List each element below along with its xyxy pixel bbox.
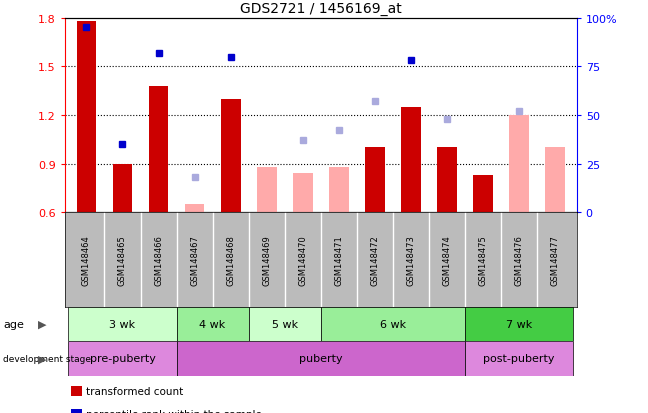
Bar	[545, 148, 565, 213]
Bar	[148, 87, 168, 213]
Bar	[509, 116, 529, 213]
Text: post-puberty: post-puberty	[483, 353, 555, 363]
Text: GSM148468: GSM148468	[226, 235, 235, 285]
Bar	[69, 341, 176, 376]
Bar	[69, 308, 176, 341]
Bar	[113, 164, 132, 213]
Bar	[321, 308, 465, 341]
Text: GSM148475: GSM148475	[478, 235, 487, 285]
Bar	[249, 308, 321, 341]
Text: 7 wk: 7 wk	[506, 319, 532, 329]
Bar	[465, 308, 573, 341]
Text: GSM148469: GSM148469	[262, 235, 271, 285]
Text: 5 wk: 5 wk	[272, 319, 298, 329]
Text: GSM148477: GSM148477	[551, 235, 560, 285]
Text: GSM148476: GSM148476	[515, 235, 524, 285]
Text: percentile rank within the sample: percentile rank within the sample	[86, 409, 261, 413]
Text: GSM148464: GSM148464	[82, 235, 91, 285]
Text: puberty: puberty	[299, 353, 343, 363]
Bar	[176, 341, 465, 376]
Bar	[257, 167, 277, 213]
Bar	[293, 174, 312, 213]
Text: GSM148467: GSM148467	[190, 235, 199, 285]
Bar	[473, 176, 493, 213]
Bar	[221, 100, 240, 213]
Text: development stage: development stage	[3, 354, 91, 363]
Bar	[365, 148, 385, 213]
Bar	[329, 167, 349, 213]
Text: ▶: ▶	[38, 319, 47, 329]
Bar	[437, 148, 457, 213]
Bar	[401, 107, 421, 213]
Text: pre-puberty: pre-puberty	[89, 353, 156, 363]
Text: GSM148474: GSM148474	[443, 235, 452, 285]
Text: GSM148466: GSM148466	[154, 235, 163, 285]
Text: GSM148471: GSM148471	[334, 235, 343, 285]
Bar	[465, 341, 573, 376]
Text: ▶: ▶	[38, 353, 47, 363]
Text: GSM148470: GSM148470	[298, 235, 307, 285]
Bar	[76, 22, 97, 213]
Text: GSM148465: GSM148465	[118, 235, 127, 285]
Text: GSM148472: GSM148472	[371, 235, 379, 285]
Text: age: age	[3, 319, 24, 329]
Bar	[176, 308, 249, 341]
Text: 4 wk: 4 wk	[200, 319, 226, 329]
Text: transformed count: transformed count	[86, 386, 183, 396]
Bar	[185, 204, 205, 213]
Title: GDS2721 / 1456169_at: GDS2721 / 1456169_at	[240, 2, 402, 16]
Text: GSM148473: GSM148473	[406, 235, 415, 285]
Text: 6 wk: 6 wk	[380, 319, 406, 329]
Text: 3 wk: 3 wk	[110, 319, 135, 329]
